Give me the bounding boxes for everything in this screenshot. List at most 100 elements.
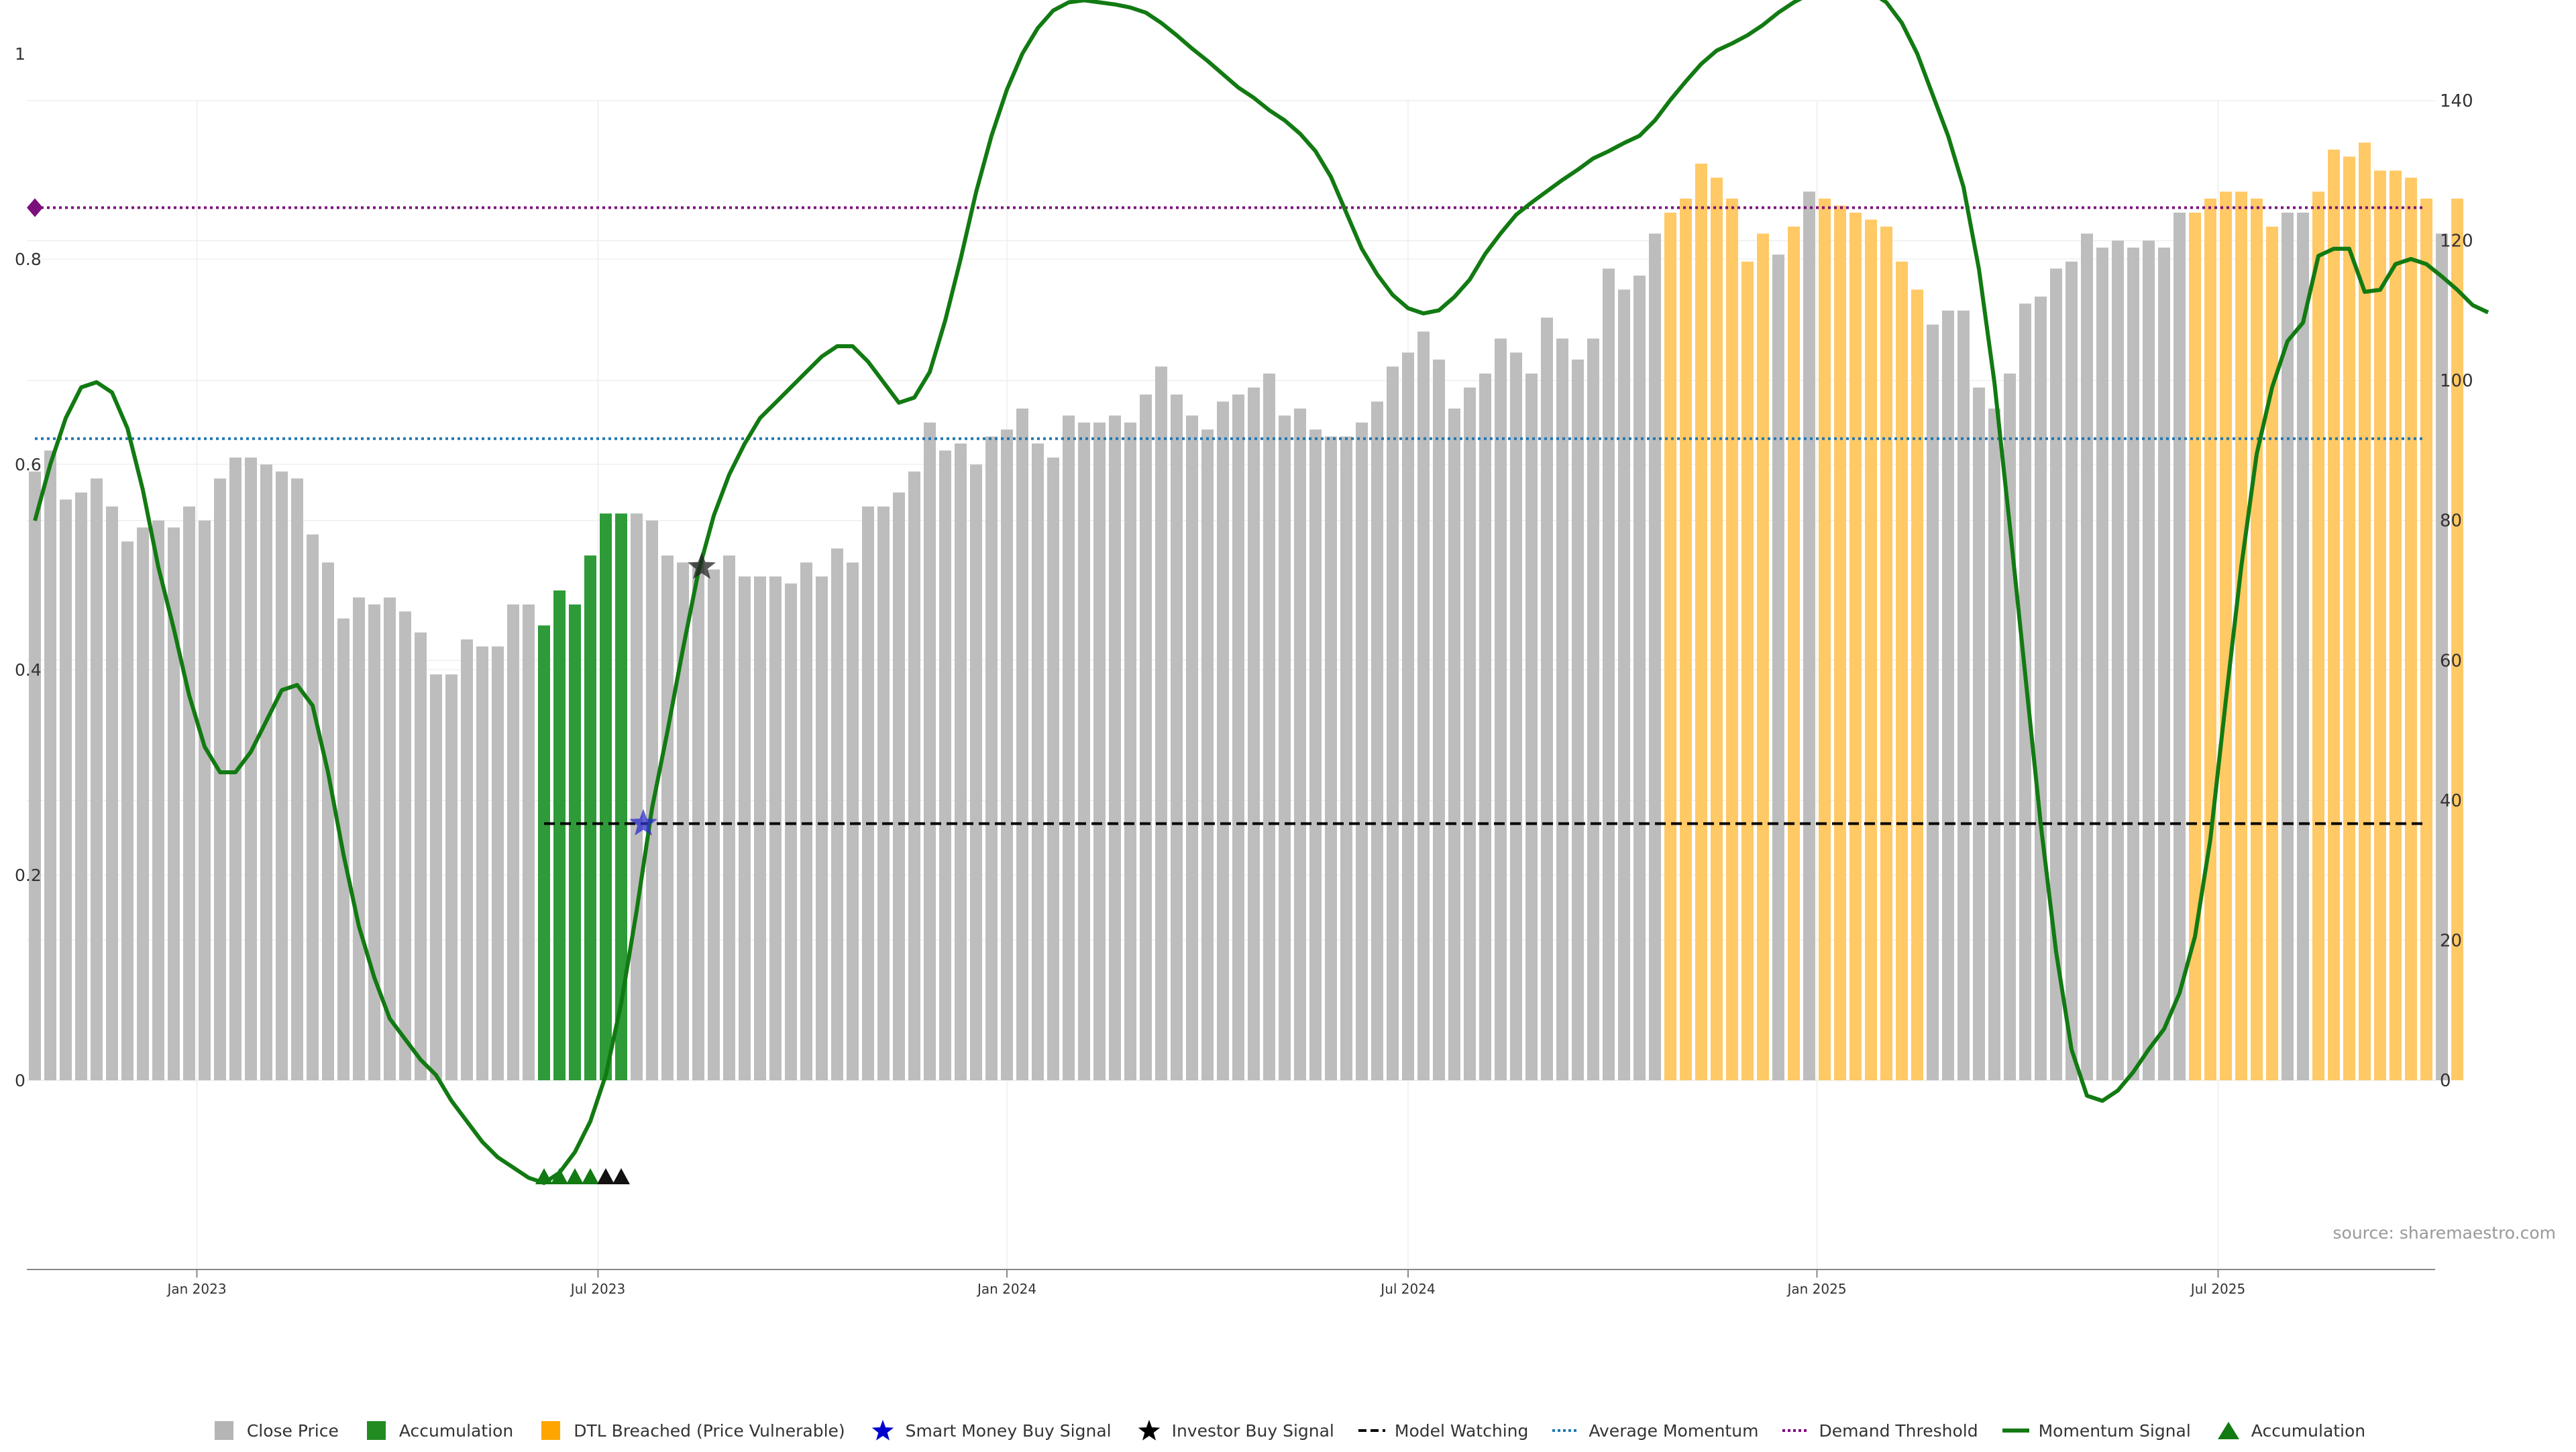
accumulation-triangle — [535, 1168, 553, 1184]
dash-icon — [1358, 1429, 1385, 1432]
close-price-bar — [260, 464, 272, 1080]
accumulation-triangle — [566, 1168, 584, 1184]
close-price-bar — [553, 590, 566, 1080]
square-icon — [214, 1421, 233, 1440]
close-price-bar — [1186, 415, 1198, 1080]
close-price-bar — [692, 562, 704, 1080]
close-price-bar — [739, 576, 751, 1080]
close-price-bar — [2405, 177, 2417, 1080]
close-price-bar — [2235, 191, 2247, 1081]
close-price-bar — [2065, 261, 2078, 1080]
close-price-bar — [970, 464, 982, 1080]
close-price-bar — [2282, 212, 2294, 1080]
close-price-bar — [800, 562, 812, 1080]
close-price-bar — [399, 611, 411, 1080]
close-price-bar — [245, 457, 257, 1080]
lines-layer — [33, 0, 2489, 1185]
close-price-bar — [1340, 436, 1352, 1080]
dot-icon — [1552, 1429, 1580, 1432]
close-price-bar — [1788, 226, 1800, 1080]
close-price-bar — [2189, 212, 2201, 1080]
legend-label: Investor Buy Signal — [1171, 1420, 1334, 1441]
legend-label: Close Price — [246, 1420, 339, 1441]
close-price-bar — [1124, 422, 1136, 1080]
close-price-bar — [754, 576, 766, 1080]
close-price-bar — [1587, 338, 1599, 1081]
legend-item: Accumulation — [2215, 1419, 2365, 1442]
close-price-bar — [862, 506, 874, 1080]
close-price-bar — [1171, 395, 1183, 1080]
close-price-bar — [1603, 268, 1615, 1081]
accumulation-triangle — [551, 1168, 568, 1184]
close-price-bar — [2143, 240, 2155, 1081]
legend-item: Investor Buy Signal — [1136, 1419, 1334, 1442]
close-price-bar — [1988, 408, 2000, 1080]
square-icon — [541, 1421, 561, 1440]
close-price-bar — [168, 527, 180, 1080]
close-price-bar — [2312, 191, 2324, 1081]
legend-item: Accumulation — [363, 1419, 513, 1442]
close-price-bar — [1294, 408, 1306, 1080]
legend-item: Smart Money Buy Signal — [869, 1419, 1112, 1442]
close-price-bar — [877, 506, 890, 1080]
close-price-bar — [1957, 310, 1970, 1080]
close-price-bar — [893, 492, 905, 1080]
close-price-bar — [2343, 156, 2355, 1080]
right-tick-label: 100 — [2440, 371, 2473, 391]
close-price-bar — [908, 471, 920, 1080]
close-price-bar — [1834, 205, 1846, 1080]
momentum-signal-line — [33, 0, 2489, 1185]
close-price-bar — [1047, 457, 1059, 1080]
close-price-bar — [1973, 387, 1985, 1080]
close-price-bar — [1572, 359, 1584, 1080]
left-tick-label: 1 — [15, 44, 25, 64]
close-price-bar — [415, 632, 427, 1080]
close-price-bar — [476, 646, 488, 1080]
legend-label: Average Momentum — [1589, 1420, 1759, 1441]
close-price-bar — [2158, 248, 2170, 1080]
close-price-bar — [2328, 150, 2340, 1080]
close-price-bar — [1711, 177, 1723, 1080]
close-price-bar — [461, 639, 473, 1080]
close-price-bar — [2251, 199, 2263, 1080]
chart-legend: Close Price Accumulation DTL Breached (Pri… — [0, 1414, 2576, 1447]
close-price-bar — [1927, 324, 1939, 1080]
close-price-bar — [1201, 429, 1214, 1080]
close-price-bar — [199, 520, 211, 1080]
close-price-bar — [1803, 191, 1815, 1081]
close-price-bar — [584, 555, 596, 1080]
legend-label: Model Watching — [1394, 1420, 1529, 1441]
star-icon — [871, 1420, 894, 1441]
legend-item: Momentum Signal — [2002, 1419, 2191, 1442]
close-price-bar — [322, 562, 334, 1080]
square-icon — [366, 1421, 386, 1440]
accumulation-triangle — [597, 1168, 614, 1184]
close-price-bar — [816, 576, 828, 1080]
close-price-bar — [1649, 234, 1661, 1081]
bars-layer — [29, 142, 2463, 1081]
x-tick-label: Jul 2025 — [2190, 1281, 2245, 1297]
close-price-bar — [1402, 352, 1414, 1080]
legend-label: DTL Breached (Price Vulnerable) — [574, 1420, 845, 1441]
right-tick-label: 0 — [2440, 1071, 2451, 1091]
close-price-bar — [677, 562, 689, 1080]
line-icon — [2002, 1429, 2029, 1433]
close-price-bar — [1279, 415, 1291, 1080]
triangle-icon — [2217, 1422, 2239, 1439]
close-price-bar — [276, 471, 288, 1080]
legend-label: Smart Money Buy Signal — [905, 1420, 1112, 1441]
close-price-bar — [291, 478, 303, 1080]
close-price-bar — [229, 457, 241, 1080]
signals-layer — [27, 198, 716, 1184]
close-price-bar — [2127, 248, 2139, 1080]
legend-item: Close Price — [211, 1419, 339, 1442]
close-price-bar — [2436, 234, 2448, 1081]
dot-icon — [1782, 1429, 1810, 1432]
legend-item: Model Watching — [1358, 1419, 1529, 1442]
close-price-bar — [307, 534, 319, 1080]
close-price-bar — [29, 471, 41, 1080]
close-price-bar — [91, 478, 103, 1080]
close-price-bar — [538, 625, 550, 1080]
close-price-bar — [106, 506, 118, 1080]
